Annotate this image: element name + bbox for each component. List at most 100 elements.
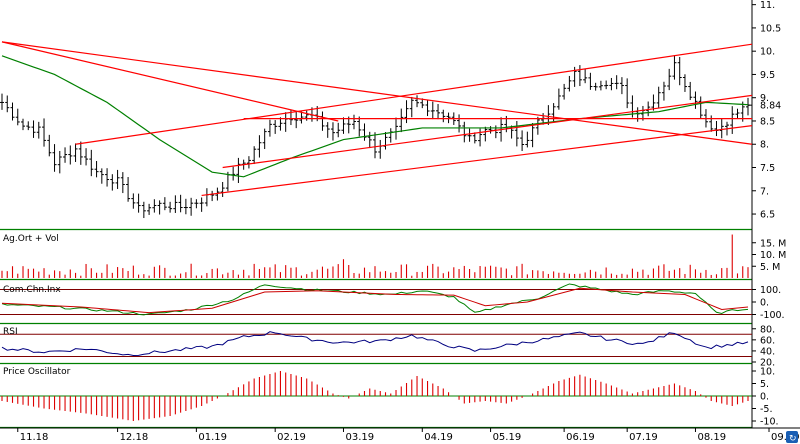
rsi-line	[1, 331, 749, 357]
candle	[478, 128, 483, 147]
price-tick-label: 6.5	[760, 210, 775, 221]
candle	[84, 148, 89, 166]
candle	[278, 117, 283, 131]
candle	[152, 199, 157, 213]
candle	[189, 197, 194, 216]
candle	[567, 75, 572, 92]
oscillator-tick-label: -10.	[760, 417, 779, 428]
cci-line	[1, 283, 749, 316]
svg-text:↻: ↻	[789, 434, 797, 444]
x-tick-label: 01.19	[198, 432, 227, 443]
candle	[583, 68, 588, 84]
rsi-tick-label: 20.	[760, 358, 775, 369]
candle	[236, 157, 241, 184]
candle	[320, 111, 325, 131]
candle	[21, 118, 26, 131]
candle	[556, 88, 561, 110]
candle	[63, 147, 68, 163]
cci-panel-title: Com.Chn.Inx	[3, 285, 61, 295]
candle	[257, 135, 262, 158]
axes: 6.5 7. 7.5 8. 8.5 9. 9.5 10. 10.5 11. 8.84 5. M10. …	[17, 0, 800, 443]
candle	[625, 78, 630, 109]
candle	[194, 199, 199, 209]
candle	[115, 169, 120, 189]
volume-tick-label: 5. M	[760, 262, 780, 273]
candle	[210, 190, 215, 202]
rsi-panel-title: RSI	[3, 327, 18, 337]
trend-line	[1, 41, 339, 122]
candle	[26, 121, 31, 131]
cci-signal-line	[1, 287, 749, 314]
candle	[141, 201, 146, 219]
volume-panel	[1, 234, 749, 278]
candle	[530, 123, 535, 148]
candle	[693, 91, 698, 109]
candle	[42, 118, 47, 147]
candle	[667, 68, 672, 91]
candle	[131, 193, 136, 209]
rsi-tick-label: 40.	[760, 346, 775, 357]
candle	[68, 145, 73, 165]
cci-panel	[0, 283, 752, 316]
candle	[246, 156, 251, 169]
candle	[36, 121, 41, 139]
price-tick-label: 9.	[760, 93, 769, 104]
price-oscillator-panel-title: Price Oscillator	[3, 367, 71, 377]
x-tick-label: 06.19	[566, 432, 595, 443]
candle	[404, 100, 409, 124]
candle	[73, 143, 78, 162]
candle	[78, 141, 83, 165]
candle	[231, 166, 236, 181]
trend-lines	[1, 41, 753, 197]
candle	[299, 111, 304, 124]
volume-panel-title: Ag.Ort + Vol	[3, 234, 59, 244]
cci-tick-label: 0.	[760, 298, 769, 309]
candle	[157, 200, 162, 215]
candle	[52, 144, 57, 172]
candle	[472, 132, 477, 144]
candle	[688, 81, 693, 101]
oscillator-tick-label: 5.	[760, 379, 769, 390]
candle	[425, 99, 430, 117]
candle	[120, 172, 125, 194]
candle	[283, 112, 288, 132]
price-tick-label: 10.	[760, 47, 775, 58]
candle	[730, 106, 735, 134]
candle	[598, 80, 603, 91]
candle	[588, 72, 593, 90]
candles	[0, 55, 750, 219]
candle	[126, 177, 131, 202]
candle	[719, 118, 724, 139]
candle	[94, 161, 99, 178]
candle	[714, 120, 719, 137]
candle	[399, 108, 404, 133]
candle	[0, 93, 4, 110]
x-tick-label: 02.19	[277, 432, 306, 443]
trend-line	[75, 43, 753, 145]
candle	[462, 121, 467, 143]
x-tick-label: 07.19	[629, 432, 658, 443]
candle	[362, 123, 367, 141]
candle	[441, 109, 446, 123]
candle	[273, 120, 278, 134]
trend-line	[201, 125, 753, 197]
candle	[614, 75, 619, 90]
candle	[178, 194, 183, 213]
candle	[746, 97, 750, 116]
candle	[373, 132, 377, 159]
candle	[183, 198, 188, 215]
candle	[415, 95, 420, 108]
candle	[357, 116, 362, 137]
candle	[646, 101, 651, 117]
candle	[325, 122, 330, 138]
x-tick-label: 12.18	[120, 432, 149, 443]
candle	[467, 128, 472, 142]
oscillator-tick-label: 0.	[760, 392, 769, 403]
x-tick-label: 08.19	[697, 432, 726, 443]
candle	[346, 116, 351, 134]
refresh-icon[interactable]: ↻	[786, 431, 798, 444]
price-tick-label: 9.5	[760, 70, 775, 81]
x-tick-label: 05.19	[493, 432, 522, 443]
price-tick-label: 8.	[760, 140, 769, 151]
